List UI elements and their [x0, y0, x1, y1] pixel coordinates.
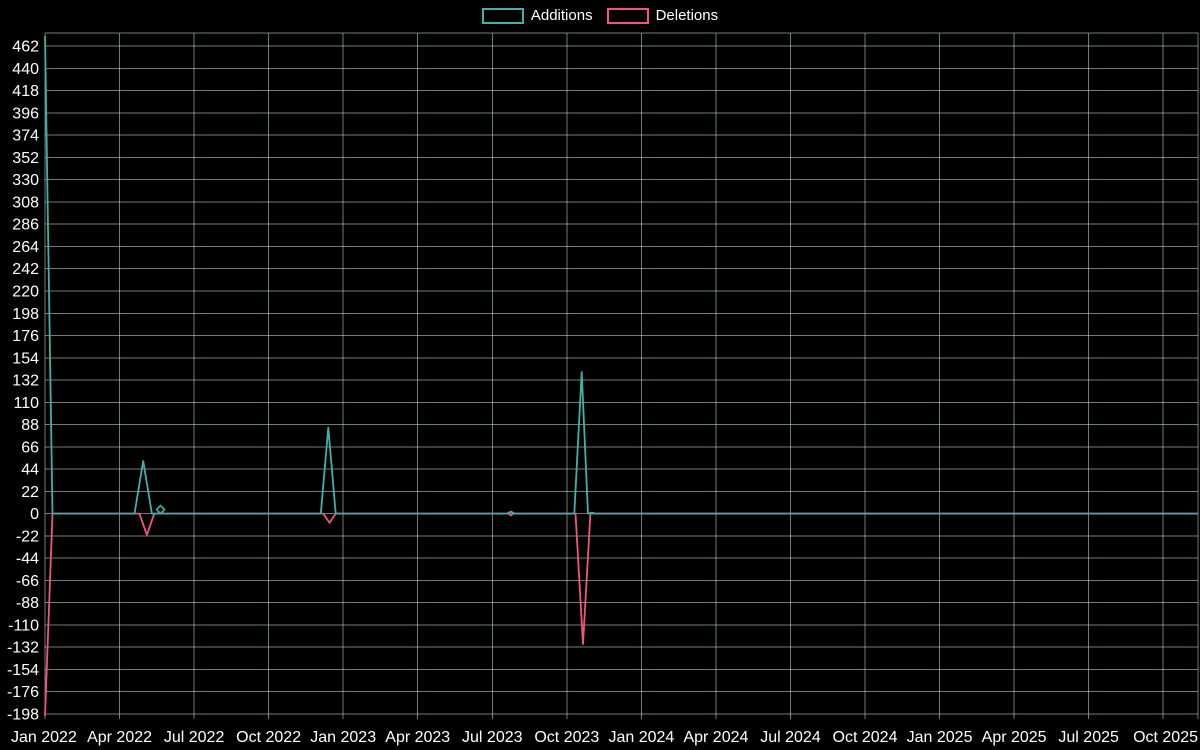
- y-tick-label: 396: [12, 105, 39, 122]
- y-tick-label: 22: [21, 484, 39, 501]
- x-tick-label: Jan 2025: [907, 729, 973, 746]
- y-tick-label: -198: [7, 706, 39, 723]
- x-tick-label: Jan 2023: [310, 729, 376, 746]
- x-tick-label: Jul 2024: [760, 729, 821, 746]
- y-tick-label: 198: [12, 306, 39, 323]
- y-tick-label: -66: [16, 573, 39, 590]
- y-tick-label: -132: [7, 640, 39, 657]
- y-tick-label: 88: [21, 417, 39, 434]
- diamond-marker: [155, 504, 166, 515]
- y-tick-label: -110: [8, 617, 39, 634]
- y-tick-label: 220: [12, 284, 39, 301]
- x-tick-label: Apr 2023: [385, 729, 450, 746]
- y-tick-label: 0: [30, 506, 39, 523]
- x-tick-label: Jul 2022: [164, 729, 225, 746]
- y-tick-label: 66: [21, 439, 39, 456]
- y-tick-label: 154: [12, 350, 39, 367]
- y-tick-label: -154: [7, 662, 39, 679]
- x-tick-label: Apr 2022: [87, 729, 152, 746]
- x-tick-label: Oct 2024: [833, 729, 898, 746]
- x-tick-label: Jan 2024: [608, 729, 674, 746]
- y-tick-label: 308: [12, 194, 39, 211]
- legend-label-additions: Additions: [530, 7, 593, 24]
- y-tick-label: 132: [12, 373, 39, 390]
- y-tick-label: 462: [12, 39, 39, 56]
- y-tick-label: 440: [12, 61, 39, 78]
- y-tick-label: 264: [12, 239, 39, 256]
- x-tick-label: Jan 2022: [11, 729, 77, 746]
- legend-label-deletions: Deletions: [655, 7, 719, 24]
- y-tick-label: -88: [16, 595, 39, 612]
- y-tick-label: 44: [21, 462, 39, 479]
- additions-swatch-icon: [481, 8, 524, 24]
- x-tick-label: Apr 2024: [683, 729, 748, 746]
- y-tick-label: -44: [16, 551, 39, 568]
- y-tick-label: 286: [12, 217, 39, 234]
- x-tick-label: Oct 2025: [1133, 729, 1198, 746]
- y-tick-label: 330: [12, 172, 39, 189]
- y-tick-label: -22: [16, 528, 39, 545]
- x-tick-label: Oct 2023: [534, 729, 599, 746]
- x-tick-label: Apr 2025: [982, 729, 1047, 746]
- y-tick-label: 176: [12, 328, 39, 345]
- chart-legend: Additions Deletions: [0, 7, 1200, 25]
- x-tick-label: Jul 2025: [1058, 729, 1119, 746]
- y-tick-label: -176: [7, 684, 39, 701]
- legend-item-deletions[interactable]: Deletions: [606, 7, 719, 25]
- y-tick-label: 374: [12, 128, 39, 145]
- deletions-line: [44, 512, 1198, 717]
- y-tick-label: 352: [12, 150, 39, 167]
- additions-line: [44, 35, 1198, 515]
- x-tick-label: Jul 2023: [462, 729, 523, 746]
- y-tick-label: 110: [13, 395, 39, 412]
- legend-item-additions[interactable]: Additions: [481, 7, 593, 25]
- x-tick-label: Oct 2022: [236, 729, 301, 746]
- y-tick-label: 242: [12, 261, 39, 278]
- deletions-swatch-icon: [606, 8, 649, 24]
- y-tick-label: 418: [12, 83, 39, 100]
